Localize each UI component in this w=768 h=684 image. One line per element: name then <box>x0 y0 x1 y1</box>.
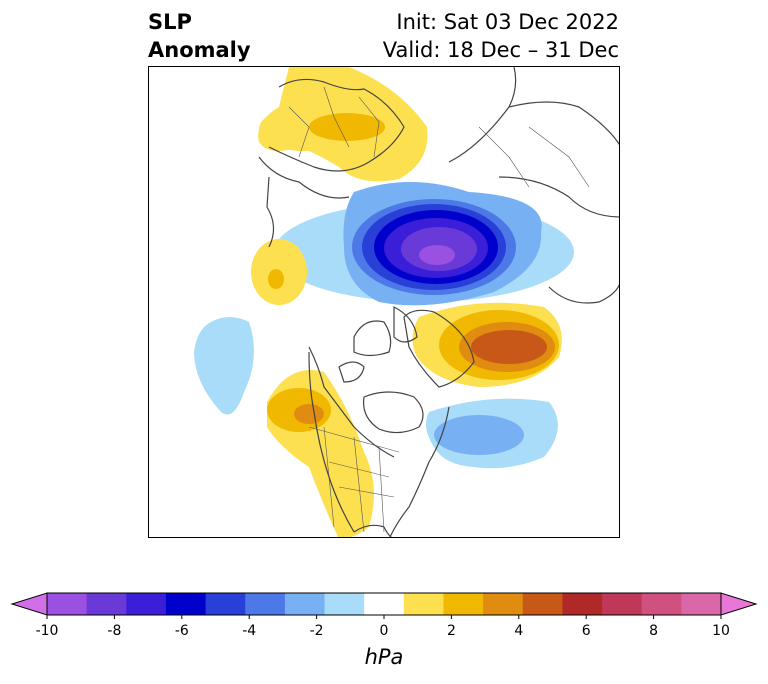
colorbar-swatch <box>126 593 167 615</box>
map-title-variable: SLP Anomaly <box>148 8 251 64</box>
colorbar-tick-label: -6 <box>175 623 189 639</box>
colorbar-tick-label: -10 <box>36 623 59 639</box>
anomaly-map <box>194 67 619 537</box>
political-borders <box>288 86 590 533</box>
colorbar-extend-low <box>10 592 48 616</box>
valid-date: Valid: 18 Dec – 31 Dec <box>382 38 619 62</box>
colorbar-swatch <box>681 593 722 615</box>
colorbar-swatch <box>284 593 326 615</box>
negative-anomaly-north-pacific <box>194 317 254 415</box>
map-title-dates: Init: Sat 03 Dec 2022 Valid: 18 Dec – 31… <box>383 8 619 64</box>
negative-anomaly-north-atlantic <box>425 398 558 469</box>
colorbar-swatch <box>364 593 405 615</box>
map-panel <box>148 66 620 538</box>
negative-anomaly-arctic <box>274 182 574 306</box>
colorbar-units-label: hPa <box>364 645 404 669</box>
colorbar-swatch <box>403 593 444 615</box>
positive-anomaly-pacific-northwest <box>267 370 374 537</box>
colorbar-swatch <box>641 593 682 615</box>
positive-anomaly-greenland <box>412 302 562 387</box>
colorbar-swatch <box>602 593 643 615</box>
colorbar-tick-label: 4 <box>514 623 523 639</box>
colorbar-swatch <box>47 593 88 615</box>
colorbar-swatch <box>483 593 524 615</box>
colorbar-swatch <box>245 593 286 615</box>
colorbar-swatch <box>165 593 207 615</box>
colorbar-swatch <box>443 593 484 615</box>
colorbar-tick-label: -4 <box>242 623 256 639</box>
colorbar-swatch <box>205 593 246 615</box>
colorbar-tick-label: 8 <box>649 623 658 639</box>
positive-anomaly-europe <box>258 67 428 182</box>
colorbar: -10 -8 -6 -4 -2 0 2 4 6 8 10 <box>10 592 758 639</box>
title-line-anomaly: Anomaly <box>148 38 251 62</box>
coastlines <box>258 67 619 537</box>
colorbar-tick-label: -2 <box>310 623 324 639</box>
colorbar-tick-label: 0 <box>380 623 389 639</box>
colorbar-tick-label: 10 <box>712 623 730 639</box>
colorbar-extend-high <box>720 592 758 616</box>
colorbar-tick-label: -8 <box>107 623 121 639</box>
colorbar-swatch <box>522 593 563 615</box>
colorbar-swatch <box>86 593 127 615</box>
colorbar-swatch <box>324 593 365 615</box>
colorbar-swatch <box>562 593 603 615</box>
positive-anomaly-bering <box>251 239 307 305</box>
init-date: Init: Sat 03 Dec 2022 <box>396 10 619 34</box>
colorbar-tick-label: 6 <box>582 623 591 639</box>
colorbar-tick-label: 2 <box>447 623 456 639</box>
title-line-slp: SLP <box>148 10 192 34</box>
